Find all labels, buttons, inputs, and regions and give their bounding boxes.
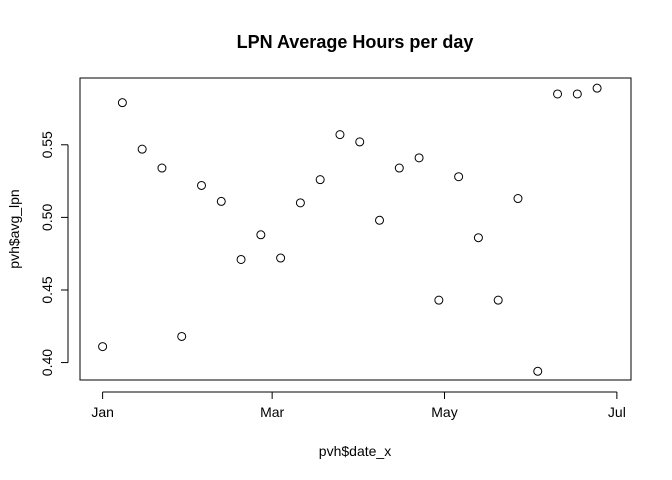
chart-title: LPN Average Hours per day — [237, 32, 474, 52]
x-axis-label: pvh$date_x — [319, 443, 391, 459]
data-point — [335, 130, 345, 140]
data-point — [216, 196, 226, 206]
data-point — [375, 215, 385, 225]
data-point — [295, 198, 305, 208]
data-point — [434, 295, 444, 305]
data-point — [572, 89, 582, 99]
x-tick-label: Jul — [608, 404, 626, 420]
y-axis: 0.40 0.45 0.50 0.55 — [39, 131, 69, 376]
data-point — [276, 253, 286, 263]
y-tick-label: 0.40 — [39, 349, 55, 376]
data-point — [454, 172, 464, 182]
plot-frame — [79, 77, 632, 381]
data-point — [553, 89, 563, 99]
data-point — [533, 366, 543, 376]
x-tick-label: Mar — [260, 404, 284, 420]
y-tick-label: 0.50 — [39, 204, 55, 231]
data-point — [137, 144, 147, 154]
data-point — [513, 194, 523, 204]
y-tick-label: 0.55 — [39, 131, 55, 158]
data-point — [355, 137, 365, 147]
data-point — [493, 295, 503, 305]
data-point — [473, 233, 483, 243]
data-point — [315, 175, 325, 185]
data-point — [98, 342, 108, 352]
data-point — [197, 180, 207, 190]
data-point — [394, 163, 404, 173]
data-point — [177, 331, 187, 341]
x-tick-label: May — [431, 404, 457, 420]
data-point — [414, 153, 424, 163]
data-point — [117, 98, 127, 108]
y-tick-label: 0.45 — [39, 276, 55, 303]
data-point — [236, 254, 246, 264]
x-tick-label: Jan — [91, 404, 114, 420]
data-points — [98, 83, 602, 376]
data-point — [157, 163, 167, 173]
data-point — [256, 230, 266, 240]
data-point — [592, 83, 602, 93]
y-axis-label: pvh$avg_lpn — [6, 189, 22, 268]
x-axis: Jan Mar May Jul — [91, 391, 626, 420]
